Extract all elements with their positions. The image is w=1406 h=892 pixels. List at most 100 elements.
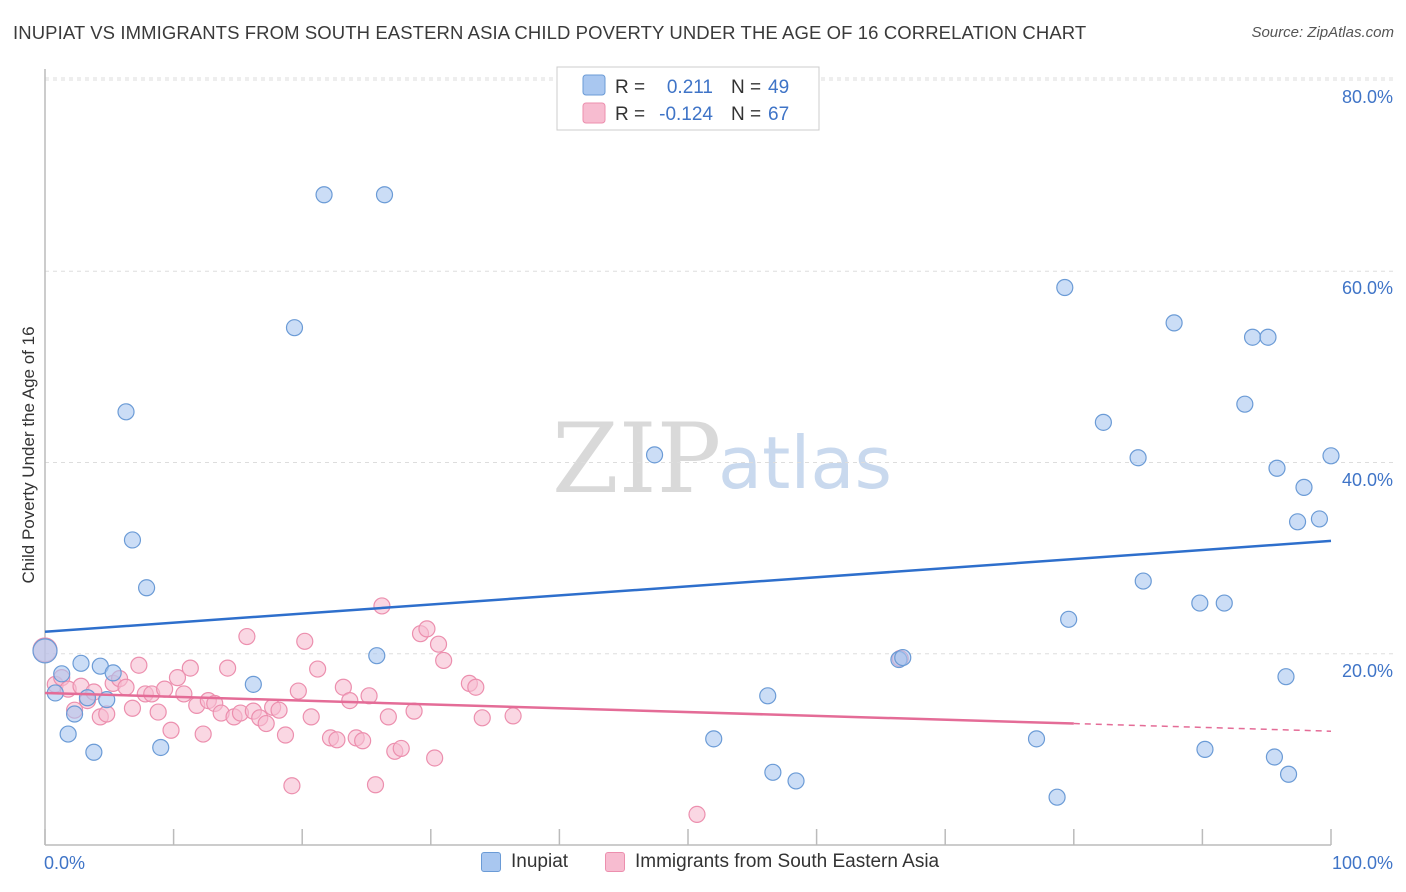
legend-label-inupiat: Inupiat [511, 851, 569, 872]
inupiat-point-24 [787, 772, 805, 790]
immigrants-point-63 [473, 709, 491, 727]
inupiat-point-4 [65, 705, 84, 723]
immigrants-point-12 [117, 678, 135, 696]
inupiat-point-47 [1310, 510, 1329, 528]
legend-item-inupiat[interactable]: Inupiat [481, 851, 568, 873]
chart-source: Source: ZipAtlas.com [1251, 24, 1394, 41]
immigrants-point-34 [257, 714, 275, 733]
trend-line-immigrants-extension [1073, 722, 1332, 732]
inupiat-point-45 [1288, 513, 1307, 531]
y-tick-label-20: 20.0% [1342, 661, 1393, 681]
x-ticks [44, 829, 1332, 845]
immigrants-point-39 [289, 682, 307, 700]
inupiat-point-36 [1196, 740, 1214, 758]
immigrants-point-57 [418, 620, 436, 638]
inupiat-point-35 [1191, 594, 1209, 612]
immigrants-point-65 [688, 805, 706, 824]
inupiat-point-34 [1165, 314, 1183, 332]
watermark: ZIP atlas [552, 403, 892, 515]
immigrants-point-64 [504, 707, 522, 725]
inupiat-point-27 [1027, 730, 1046, 748]
immigrants-point-44 [328, 731, 346, 749]
inupiat-point-0 [32, 638, 58, 664]
immigrants-point-62 [467, 678, 485, 696]
inupiat-point-18 [375, 186, 394, 204]
legend-n-label-2: N = [731, 104, 761, 125]
immigrants-point-21 [175, 685, 193, 703]
inupiat-point-22 [759, 687, 777, 705]
inupiat-point-37 [1215, 594, 1233, 612]
series-immigrants-south-eastern-asia [32, 597, 909, 824]
inupiat-point-30 [1056, 278, 1074, 297]
inupiat-point-38 [1236, 395, 1254, 413]
immigrants-point-19 [162, 721, 180, 739]
immigrants-point-48 [354, 732, 372, 750]
inupiat-point-12 [123, 531, 142, 549]
immigrants-point-20 [168, 669, 187, 687]
immigrants-point-60 [435, 651, 453, 670]
immigrants-point-18 [155, 680, 174, 698]
inupiat-point-33 [1134, 572, 1152, 590]
legend-item-immigrants[interactable]: Immigrants from South Eastern Asia [605, 851, 939, 873]
legend-swatch-inupiat [582, 74, 606, 96]
immigrants-point-14 [130, 656, 148, 674]
inupiat-point-7 [85, 743, 103, 761]
inupiat-point-17 [315, 186, 333, 204]
immigrants-point-59 [429, 635, 448, 653]
immigrants-point-17 [149, 703, 167, 721]
inupiat-point-10 [104, 664, 122, 682]
inupiat-point-40 [1259, 328, 1277, 346]
y-axis-label: Child Poverty Under the Age of 16 [19, 326, 38, 583]
correlation-legend: R = 0.211 N = 49 R = -0.124 N = 67 [556, 66, 820, 131]
inupiat-point-15 [244, 675, 262, 693]
trend-line-immigrants [44, 691, 1074, 725]
inupiat-point-48 [1322, 447, 1340, 465]
immigrants-point-38 [283, 777, 301, 795]
legend-r-value-1: 0.211 [667, 77, 713, 98]
inupiat-point-2 [53, 665, 71, 683]
trend-line-inupiat [44, 539, 1332, 634]
immigrants-point-41 [302, 708, 320, 726]
immigrants-point-9 [98, 705, 116, 723]
legend-n-value-1: 49 [768, 77, 789, 98]
immigrants-point-22 [181, 659, 199, 677]
immigrants-point-36 [270, 701, 288, 719]
immigrants-point-31 [238, 627, 256, 646]
inupiat-point-39 [1243, 328, 1262, 346]
y-tick-labels: 20.0% 40.0% 60.0% 80.0% [1342, 87, 1393, 681]
immigrants-point-37 [276, 726, 295, 744]
immigrants-point-51 [373, 597, 391, 615]
y-tick-label-40: 40.0% [1342, 470, 1393, 490]
inupiat-point-19 [368, 647, 386, 665]
legend-swatch-inupiat-bottom [481, 852, 501, 872]
immigrants-point-58 [426, 749, 444, 767]
immigrants-point-54 [392, 739, 410, 758]
immigrants-point-52 [379, 708, 397, 726]
inupiat-point-14 [152, 738, 170, 757]
inupiat-point-3 [59, 725, 77, 743]
inupiat-point-20 [645, 446, 664, 464]
legend-r-value-2: -0.124 [659, 104, 713, 125]
immigrants-point-55 [405, 702, 423, 720]
inupiat-point-44 [1279, 765, 1298, 783]
inupiat-point-23 [764, 763, 782, 781]
legend-swatch-immigrants [582, 102, 606, 124]
gridlines [45, 77, 1393, 655]
x-tick-label-0: 0.0% [44, 853, 85, 873]
inupiat-point-41 [1265, 748, 1284, 766]
immigrants-point-42 [309, 660, 327, 678]
inupiat-point-11 [117, 403, 135, 421]
immigrants-point-50 [366, 776, 385, 794]
inupiat-point-6 [78, 689, 97, 707]
legend-n-value-2: 67 [768, 104, 789, 125]
immigrants-point-28 [219, 659, 237, 677]
immigrants-point-24 [194, 725, 212, 743]
watermark-zip: ZIP [552, 403, 721, 515]
chart-title: INUPIAT VS IMMIGRANTS FROM SOUTH EASTERN… [13, 22, 1087, 43]
immigrants-point-13 [123, 699, 142, 717]
legend-swatch-immigrants-bottom [605, 852, 625, 872]
inupiat-point-13 [137, 579, 156, 597]
inupiat-point-31 [1094, 413, 1112, 431]
series-legend: Inupiat Immigrants from South Eastern As… [0, 851, 1406, 879]
